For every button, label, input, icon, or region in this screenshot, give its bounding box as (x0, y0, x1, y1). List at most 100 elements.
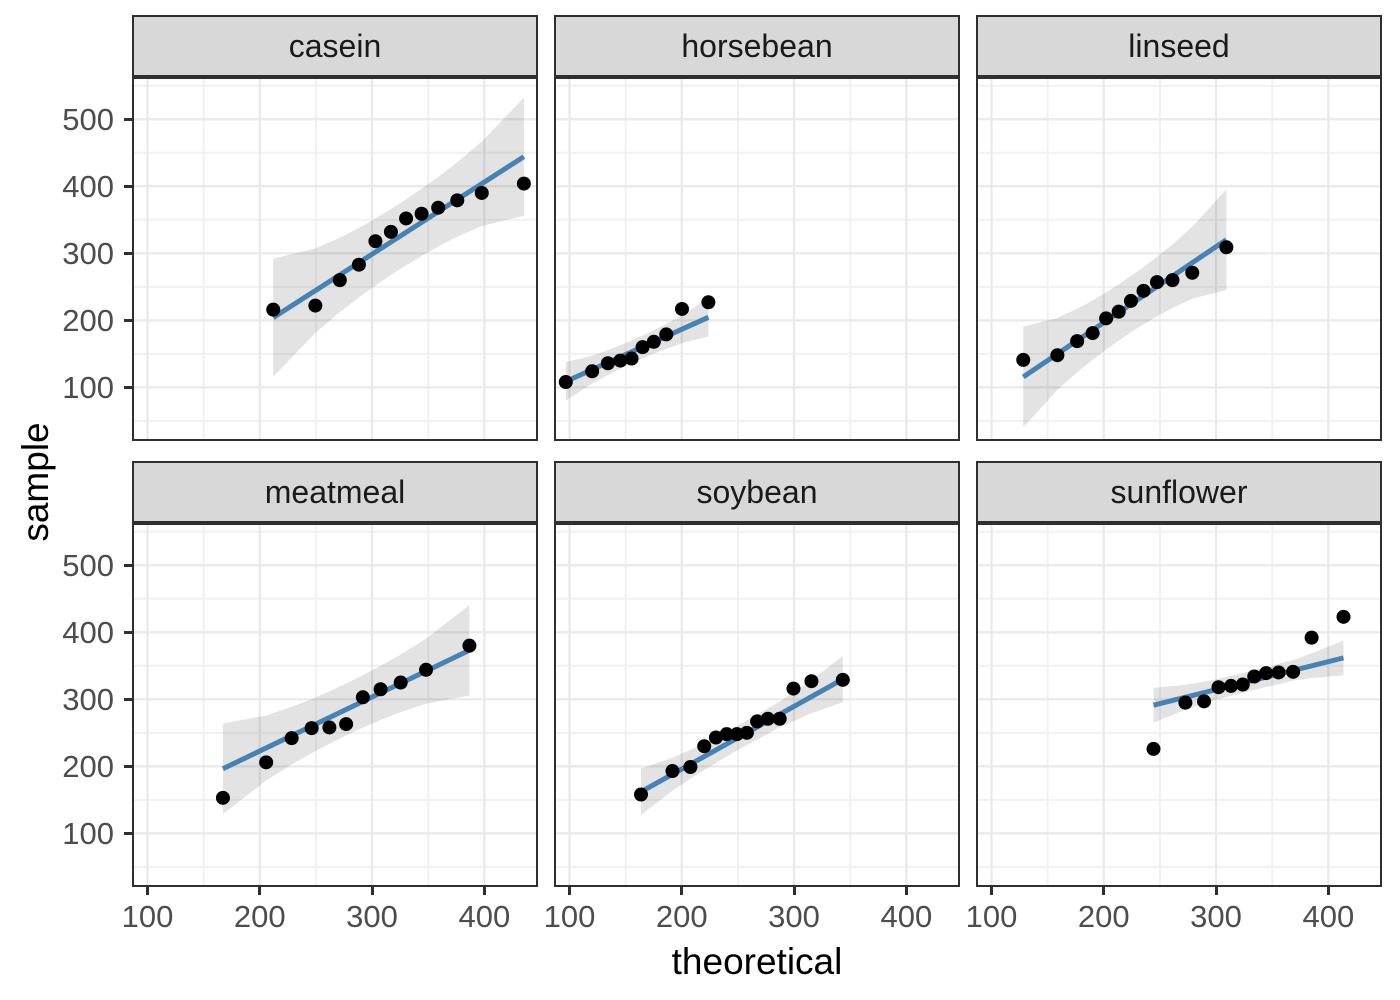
x-tick-label: 300 (768, 899, 820, 934)
data-point (308, 298, 323, 313)
x-tick-label: 300 (1190, 899, 1242, 934)
data-point (1136, 283, 1151, 298)
facet-panel-soybean (554, 523, 960, 887)
y-tick-label: 400 (62, 614, 114, 650)
facet-strip-soybean: soybean (554, 461, 960, 523)
data-point (1197, 694, 1212, 709)
data-point (419, 662, 434, 677)
data-point (646, 334, 661, 349)
data-point (585, 364, 600, 379)
data-point (1223, 678, 1238, 693)
data-point (399, 211, 414, 226)
qq-chart-horsebean (556, 79, 958, 439)
data-point (351, 257, 366, 272)
data-point (701, 295, 716, 310)
facet-panel-casein (132, 77, 538, 441)
facet-panel-horsebean (554, 77, 960, 441)
data-point (368, 234, 383, 249)
data-point (772, 711, 787, 726)
data-point (1146, 741, 1161, 756)
x-tick-mark (145, 887, 149, 895)
facet-strip-sunflower: sunflower (976, 461, 1382, 523)
qq-line (271, 154, 526, 320)
data-point (284, 731, 299, 746)
qq-chart-sunflower (978, 525, 1380, 885)
y-tick-mark (124, 697, 132, 701)
x-tick-mark (680, 887, 684, 895)
x-tick-label: 100 (121, 899, 174, 934)
y-tick-mark (124, 563, 132, 567)
data-point (739, 725, 754, 740)
x-tick-mark (258, 887, 262, 895)
data-point (665, 764, 680, 779)
data-point (750, 714, 765, 729)
y-tick-label: 100 (62, 369, 114, 405)
facet-panel-sunflower (976, 523, 1382, 887)
data-point (1178, 695, 1193, 710)
y-tick-label: 100 (62, 815, 114, 851)
data-point (697, 739, 712, 754)
data-point (450, 193, 465, 208)
y-tick-label: 500 (62, 547, 114, 583)
y-tick-mark (124, 764, 132, 768)
data-point (1271, 665, 1286, 680)
data-point (339, 717, 354, 732)
data-point (1185, 265, 1200, 280)
data-point (215, 790, 230, 805)
data-point (674, 301, 689, 316)
data-point (516, 176, 531, 191)
facet-panel-linseed (976, 77, 1382, 441)
data-point (266, 302, 281, 317)
y-tick-mark (124, 184, 132, 188)
x-tick-mark (567, 887, 571, 895)
data-point (1016, 352, 1031, 367)
data-point (1259, 666, 1274, 681)
qq-chart-soybean (556, 525, 958, 885)
data-point (558, 375, 573, 390)
y-tick-mark (124, 318, 132, 322)
data-point (1219, 240, 1234, 255)
y-tick-mark (124, 831, 132, 835)
data-point (1336, 609, 1351, 624)
x-tick-mark (904, 887, 908, 895)
facet-strip-linseed: linseed (976, 15, 1382, 77)
data-point (332, 273, 347, 288)
x-tick-mark (370, 887, 374, 895)
qq-chart-casein (134, 79, 536, 439)
qq-chart-linseed (978, 79, 1380, 439)
data-point (634, 787, 649, 802)
data-point (683, 760, 698, 775)
y-tick-label: 300 (62, 681, 114, 717)
y-tick-label: 500 (62, 101, 114, 137)
facet-panel-meatmeal (132, 523, 538, 887)
data-point (1304, 630, 1319, 645)
x-tick-label: 300 (346, 899, 398, 934)
data-point (760, 711, 775, 726)
y-tick-label: 400 (62, 168, 114, 204)
data-point (613, 353, 628, 368)
data-point (835, 672, 850, 687)
x-tick-label: 400 (458, 899, 511, 934)
x-tick-label: 200 (655, 899, 708, 934)
x-tick-label: 100 (543, 899, 596, 934)
qq-chart-meatmeal (134, 525, 536, 885)
data-point (393, 675, 408, 690)
y-tick-label: 300 (62, 235, 114, 271)
data-point (322, 720, 337, 735)
data-point (1165, 273, 1180, 288)
data-point (1149, 275, 1164, 290)
x-tick-mark (1326, 887, 1330, 895)
data-point (708, 730, 723, 745)
data-point (1286, 664, 1301, 679)
x-tick-mark (1102, 887, 1106, 895)
data-point (259, 755, 274, 770)
data-point (804, 674, 819, 689)
data-point (659, 327, 674, 342)
x-tick-label: 200 (1077, 899, 1130, 934)
data-point (786, 681, 801, 696)
facet-strip-casein: casein (132, 15, 538, 77)
facet-strip-meatmeal: meatmeal (132, 461, 538, 523)
x-axis-title: theoretical (671, 941, 843, 982)
x-tick-mark (1214, 887, 1218, 895)
